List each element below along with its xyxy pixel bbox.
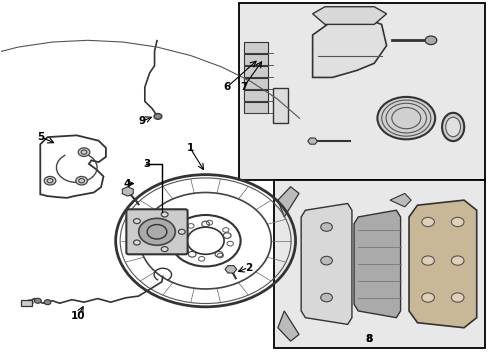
Text: 3: 3: [143, 159, 151, 169]
Circle shape: [26, 300, 33, 305]
Circle shape: [450, 217, 463, 226]
Circle shape: [450, 256, 463, 265]
Text: 6: 6: [223, 82, 230, 92]
Circle shape: [421, 256, 433, 265]
Polygon shape: [408, 200, 476, 328]
Circle shape: [44, 300, 51, 305]
Ellipse shape: [441, 113, 463, 141]
Text: 8: 8: [365, 334, 372, 344]
Polygon shape: [389, 193, 410, 207]
Polygon shape: [353, 210, 400, 318]
Circle shape: [34, 298, 41, 303]
Polygon shape: [277, 187, 299, 217]
Circle shape: [133, 240, 140, 245]
Circle shape: [320, 256, 332, 265]
Text: 2: 2: [244, 262, 251, 273]
Circle shape: [78, 148, 90, 157]
Text: 10: 10: [71, 311, 85, 321]
Circle shape: [421, 217, 433, 226]
Polygon shape: [122, 187, 133, 196]
Circle shape: [44, 176, 56, 185]
Circle shape: [450, 293, 463, 302]
Polygon shape: [312, 7, 386, 24]
Bar: [273, 88, 287, 123]
Circle shape: [139, 218, 175, 245]
Circle shape: [161, 247, 168, 252]
Circle shape: [377, 97, 434, 139]
Polygon shape: [312, 17, 386, 77]
Circle shape: [424, 36, 436, 45]
Bar: [243, 54, 268, 65]
Circle shape: [154, 113, 162, 119]
Text: 7: 7: [239, 82, 247, 92]
Bar: [273, 180, 484, 348]
Bar: [243, 78, 268, 89]
Bar: [243, 42, 268, 53]
Circle shape: [161, 212, 168, 217]
Bar: [243, 66, 268, 77]
Bar: [243, 90, 268, 101]
Ellipse shape: [445, 117, 460, 137]
Polygon shape: [277, 311, 299, 341]
Circle shape: [76, 176, 87, 185]
Text: 9: 9: [139, 116, 145, 126]
Polygon shape: [301, 203, 351, 324]
FancyBboxPatch shape: [126, 209, 187, 254]
Text: 5: 5: [38, 132, 45, 142]
Bar: [243, 102, 268, 113]
Text: 1: 1: [186, 143, 193, 153]
Circle shape: [421, 293, 433, 302]
Bar: [238, 3, 484, 180]
Polygon shape: [224, 266, 236, 273]
Text: 4: 4: [123, 179, 130, 189]
Bar: [21, 300, 31, 306]
Circle shape: [320, 293, 332, 302]
Circle shape: [133, 219, 140, 224]
Text: 8: 8: [365, 334, 372, 344]
Circle shape: [320, 223, 332, 231]
Circle shape: [178, 229, 185, 234]
Polygon shape: [307, 138, 317, 144]
